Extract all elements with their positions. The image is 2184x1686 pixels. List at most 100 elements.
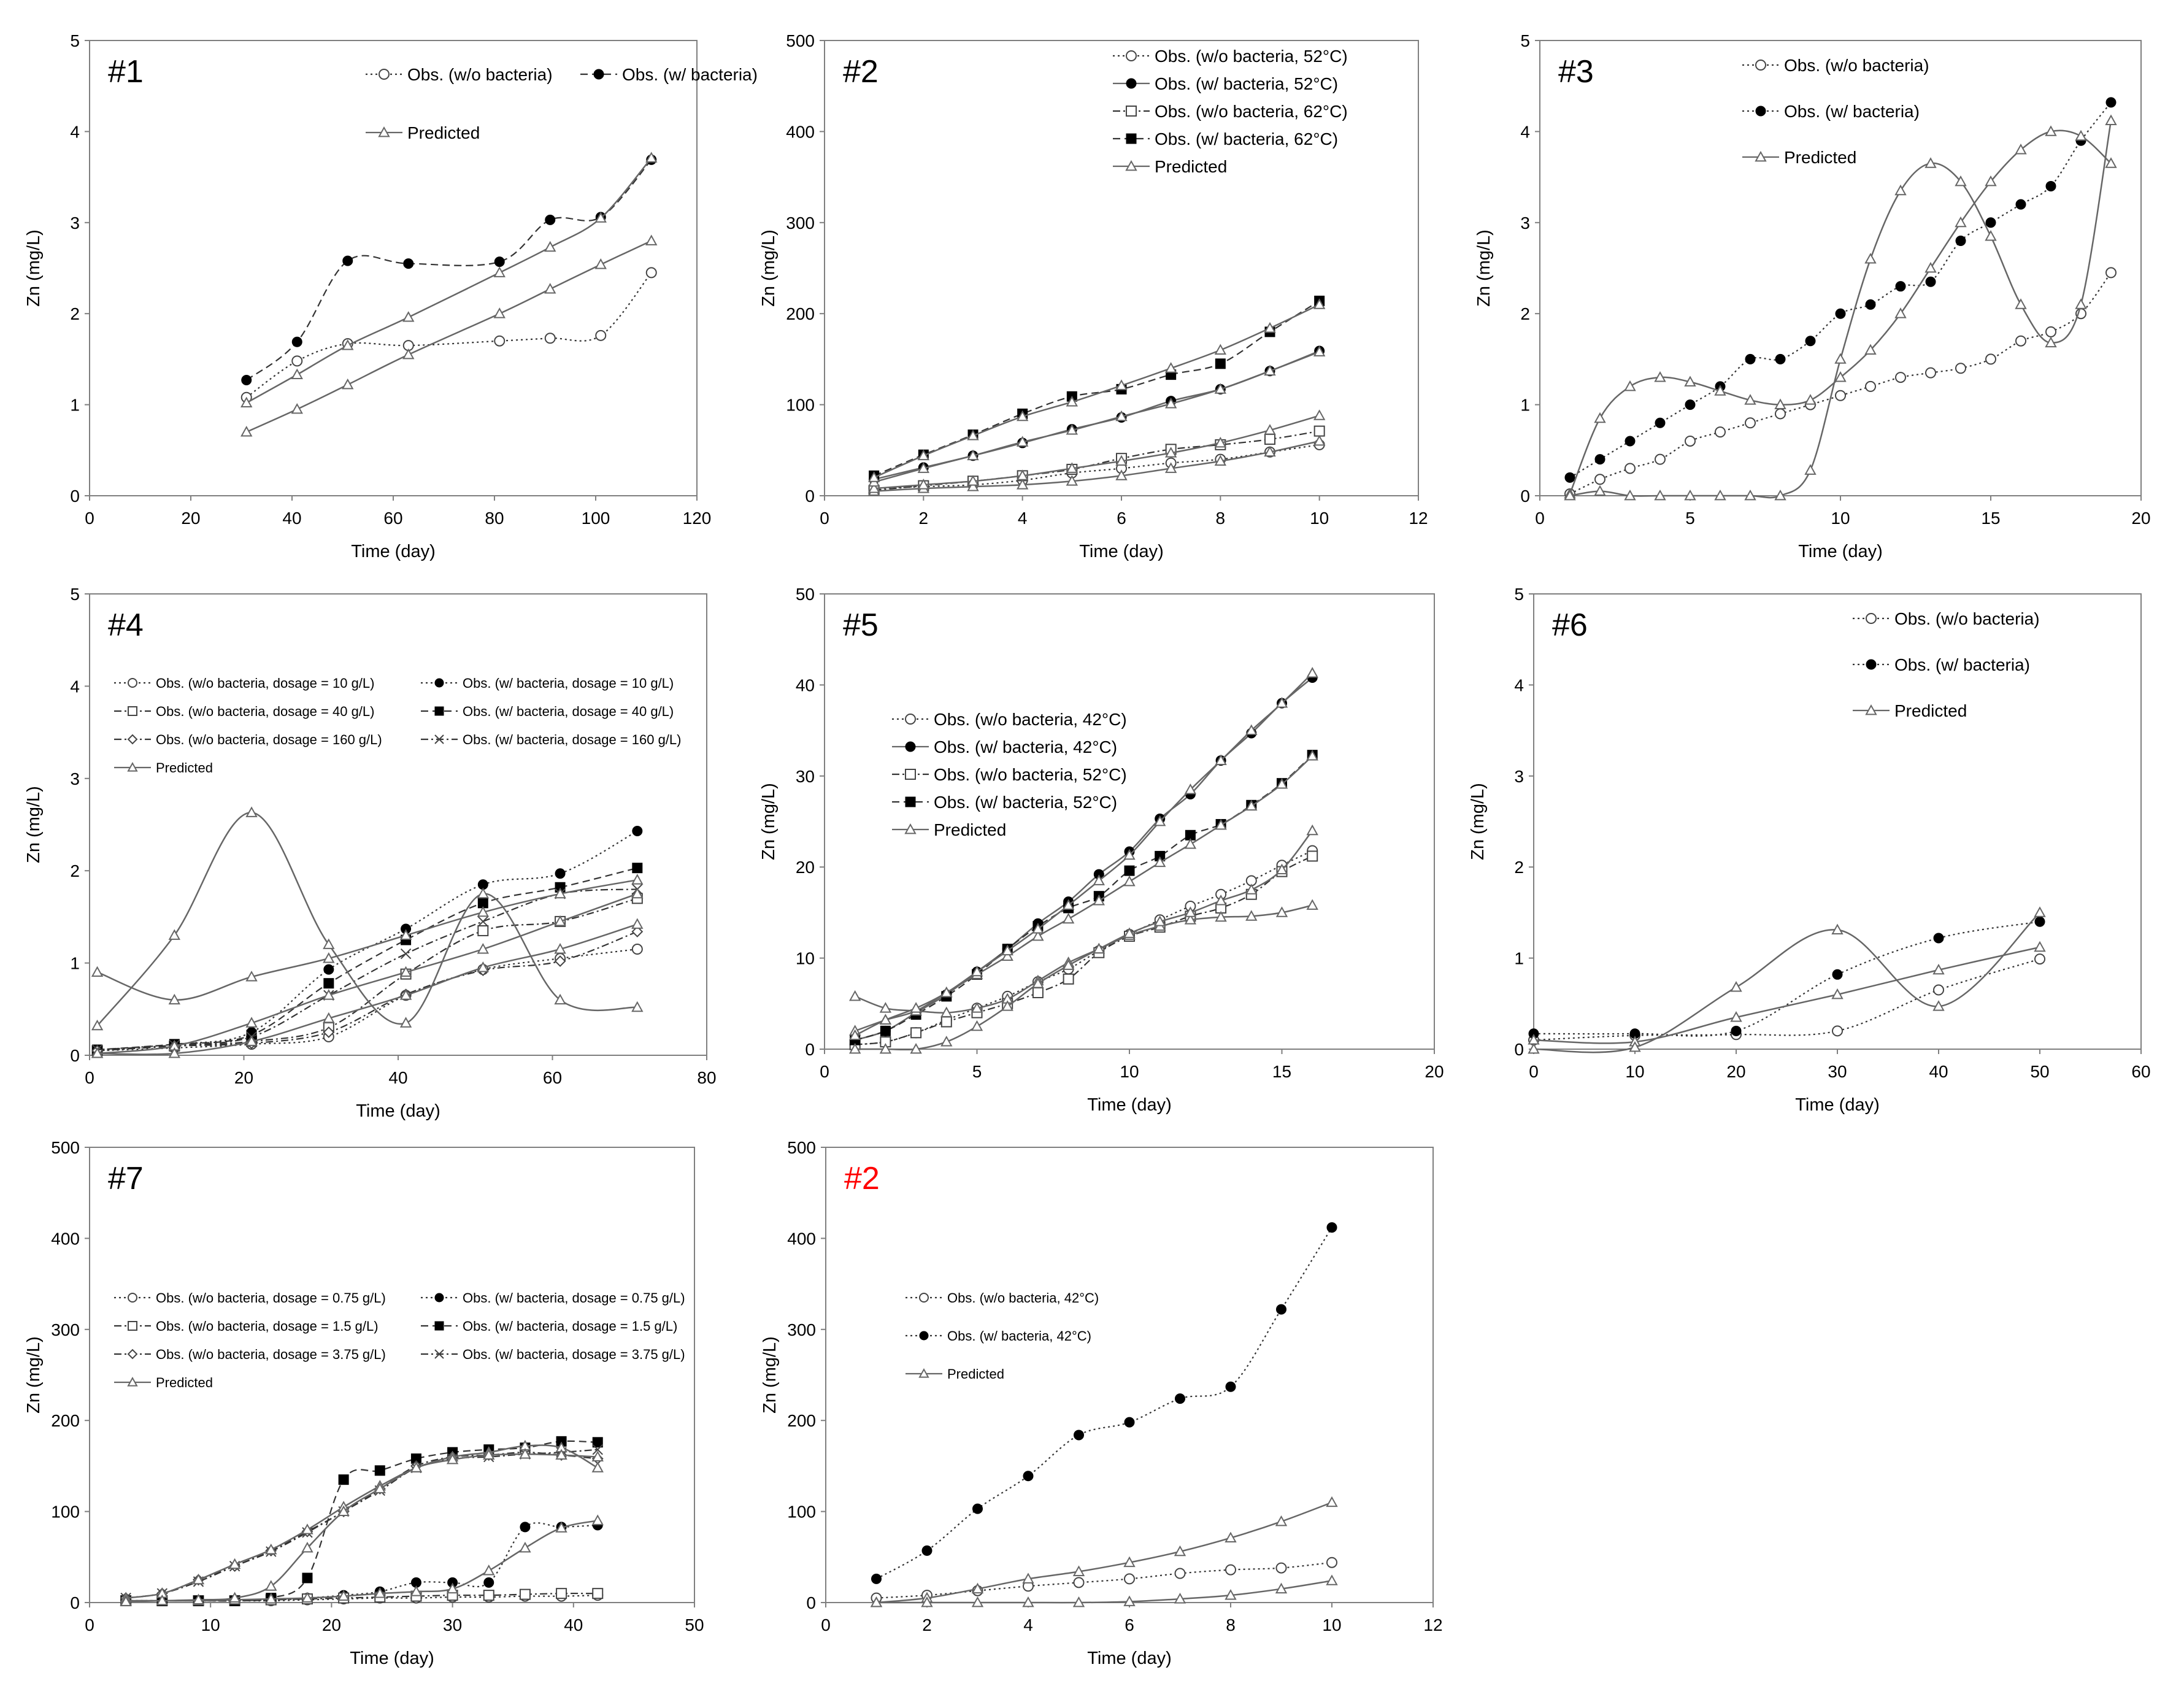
series-line [126,1453,598,1603]
data-point [1115,379,1128,390]
y-tick-label: 100 [51,1503,80,1522]
data-point [192,1593,205,1604]
legend-marker [434,706,444,716]
data-point [1932,963,1945,975]
data-point [1215,895,1227,906]
data-point [1731,1025,1742,1036]
data-point [1245,910,1258,921]
data-point [1835,390,1846,401]
series-line [876,1501,1332,1604]
series-line [874,351,1320,483]
legend-label: Obs. (w/o bacteria) [407,65,553,84]
data-point [1123,1556,1136,1568]
x-tick-label: 0 [820,1062,829,1081]
data-point [1306,899,1318,910]
data-point [1685,399,1696,410]
y-tick-label: 200 [786,304,815,323]
series-line [1533,946,2040,1044]
series-line [126,1444,598,1599]
data-point [971,1596,984,1607]
legend-label: Obs. (w/o bacteria, 42°C) [934,710,1127,729]
data-point [1164,398,1177,409]
series-line [1569,120,2112,499]
data-point [1774,398,1786,409]
legend-entry: Obs. (w/ bacteria, 42°C) [906,1328,1091,1344]
data-point [971,1020,983,1031]
data-point [880,1025,891,1036]
data-point [1123,875,1136,887]
y-tick-label: 30 [796,767,815,786]
legend-label: Obs. (w/ bacteria, 42°C) [947,1328,1091,1344]
x-axis-title: Time (day) [1087,1649,1172,1668]
data-point [519,1588,531,1600]
data-point [323,964,334,975]
data-point [2015,199,2026,210]
data-point [879,1042,892,1054]
series-obs-0 [1564,267,2117,500]
legend-label: Obs. (w/o bacteria, 52°C) [934,765,1127,784]
series-line [126,1595,598,1602]
data-point [1124,865,1135,876]
legend-label: Obs. (w/ bacteria, dosage = 1.5 g/L) [463,1318,677,1334]
legend-marker [1755,60,1766,71]
data-point [1528,1042,1540,1054]
data-point [631,874,644,885]
y-tick-label: 0 [805,1040,815,1059]
data-point [849,990,861,1001]
data-point [910,1027,922,1039]
legend-entry: Obs. (w/ bacteria) [580,65,758,84]
legend-label: Obs. (w/ bacteria, 52°C) [1155,74,1338,93]
data-point [1326,1222,1337,1233]
data-point [1072,1596,1085,1607]
series-predicted-3 [240,152,658,408]
data-point [1714,489,1726,501]
x-tick-label: 15 [1272,1062,1291,1081]
data-point [402,311,415,322]
data-point [1225,1531,1237,1543]
legend-entry: Obs. (w/ bacteria, dosage = 0.75 g/L) [421,1290,685,1306]
legend-marker [378,126,390,137]
data-point [1594,485,1606,496]
x-tick-label: 50 [2030,1062,2049,1081]
legend: Obs. (w/o bacteria) Obs. (w/ bacteria) Pre… [1853,609,2040,720]
y-tick-label: 0 [70,1046,80,1065]
series-obs-1 [92,826,643,1055]
legend-marker [127,1349,138,1360]
y-axis-title: Zn (mg/L) [24,229,44,307]
data-point [374,1482,386,1493]
data-point [240,426,253,437]
y-tick-label: 300 [51,1320,80,1339]
data-point [483,1590,494,1601]
legend-marker [905,741,916,752]
series-line [855,904,1313,1014]
x-tick-label: 6 [1117,509,1126,528]
legend-marker [593,69,604,80]
data-point [2015,335,2026,347]
x-tick-label: 5 [1685,509,1695,528]
chart-panel-p1: 0 1 2 3 4 5 0 20 40 60 80 100 120 Time (day) Zn (mg/L)… [24,31,758,561]
legend-label: Predicted [156,1375,213,1390]
data-point [1245,883,1258,895]
legend-marker [434,1293,444,1303]
data-point [1894,184,1907,196]
data-point [483,1449,495,1460]
data-point [632,863,643,874]
x-axis-title: Time (day) [1798,542,1883,561]
data-point [1154,915,1166,926]
data-point [554,942,566,954]
data-point [1775,408,1786,420]
x-tick-label: 20 [1726,1062,1745,1081]
x-tick-label: 20 [322,1615,341,1634]
legend-label: Obs. (w/o bacteria, dosage = 1.5 g/L) [156,1318,379,1334]
data-point [1684,489,1696,501]
data-point [1832,969,1843,980]
data-point [1835,308,1846,319]
series-line [855,677,1313,1041]
data-point [1955,363,1966,374]
legend-marker [905,714,916,725]
data-point [645,152,658,163]
y-tick-label: 2 [1514,858,1524,877]
series-obs-6 [120,1439,604,1603]
y-tick-label: 3 [1514,767,1524,786]
x-tick-label: 10 [1310,509,1329,528]
